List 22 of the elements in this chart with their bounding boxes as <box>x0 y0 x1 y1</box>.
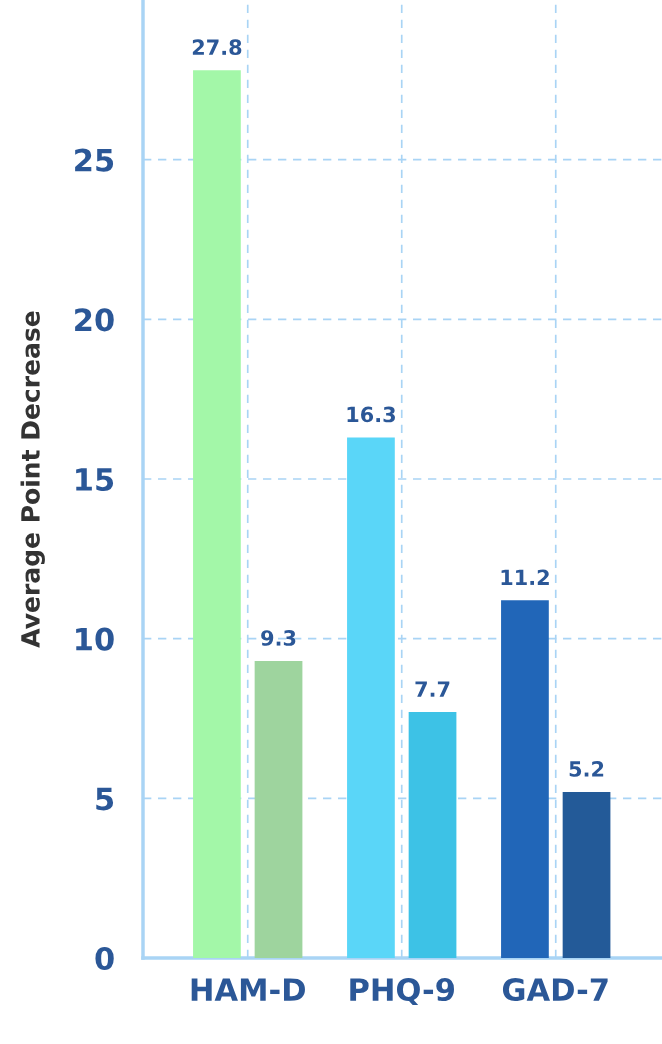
x-tick-label: PHQ-9 <box>350 977 455 1006</box>
x-tick-label: GAD-7 <box>502 977 608 1002</box>
y-tick-label: 5 <box>96 787 114 811</box>
data-label: 11.2 <box>501 569 549 585</box>
data-label: 5.2 <box>569 761 604 777</box>
y-tick-label: 15 <box>76 468 114 492</box>
bar <box>193 70 241 958</box>
y-tick-label: 0 <box>95 946 114 971</box>
bar <box>347 437 395 958</box>
bar <box>408 712 457 958</box>
x-tick-label: HAM-D <box>191 978 305 1001</box>
bar <box>501 600 549 958</box>
data-label: 7.7 <box>415 681 450 697</box>
y-tick-label: 25 <box>75 148 114 172</box>
y-tick-label: 20 <box>75 308 114 332</box>
bar <box>254 661 303 958</box>
y-axis-title: Average Point Decrease <box>20 311 45 648</box>
y-tick-label: 10 <box>76 627 114 651</box>
data-label: 27.8 <box>192 39 242 56</box>
data-label: 9.3 <box>261 630 296 646</box>
bar <box>562 791 611 958</box>
data-label: 16.3 <box>347 406 395 423</box>
